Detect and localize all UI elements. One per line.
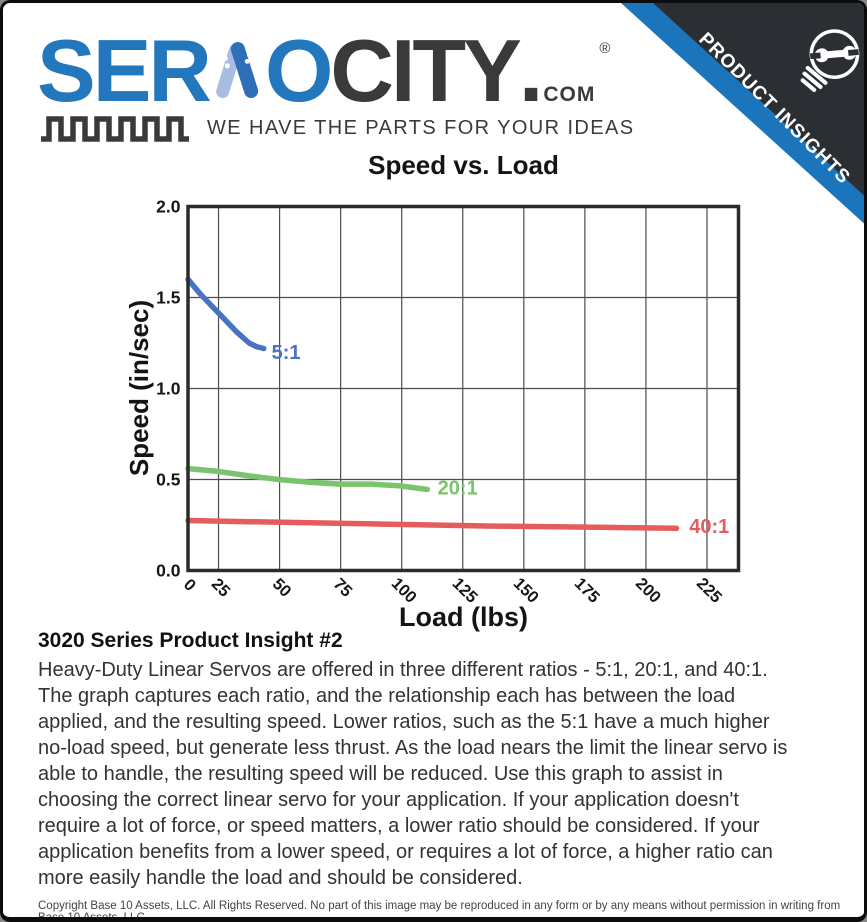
x-axis-title: Load (lbs) (399, 602, 528, 632)
paragraph-line: more easily handle the load and should b… (38, 867, 523, 889)
servo-linkage-v-icon (216, 42, 259, 99)
y-axis-title: Speed (in/sec) (124, 299, 154, 477)
paragraph-line: choosing the correct linear servo for yo… (38, 789, 739, 811)
tagline-row: WE HAVE THE PARTS FOR YOUR IDEAS (39, 113, 634, 145)
y-tick-label: 2.0 (156, 197, 181, 217)
series-line-5:1 (185, 276, 267, 352)
lightbulb-wrench-icon (800, 29, 860, 92)
y-tick-label: 1.5 (156, 288, 181, 308)
paragraph-line: application benefits from a lower speed,… (38, 841, 773, 863)
registered-trademark-icon: ® (599, 40, 611, 57)
logo-dot: . (518, 21, 544, 120)
servocity-logo: SER OCITY.COM® (37, 27, 610, 115)
paragraph-line: The graph captures each ratio, and the r… (38, 685, 736, 707)
paragraph-line: applied, and the resulting speed. Lower … (38, 711, 770, 733)
x-tick-label: 75 (330, 575, 356, 601)
series-label-40:1: 40:1 (689, 516, 729, 538)
y-tick-label: 0.0 (156, 561, 181, 581)
insight-heading: 3020 Series Product Insight #2 (38, 629, 343, 652)
series-label-20:1: 20:1 (438, 478, 478, 500)
y-tick-label: 0.5 (156, 470, 181, 490)
x-tick-label: 25 (208, 575, 234, 601)
x-tick-label: 50 (269, 575, 295, 601)
paragraph-line: require a lot of force, or speed matters… (38, 815, 760, 837)
series-line-20:1 (185, 465, 431, 493)
paragraph-line: able to handle, the resulting speed will… (38, 763, 723, 785)
chart-title: Speed vs. Load (368, 150, 559, 180)
logo-o-text: O (264, 21, 333, 120)
copyright-footer: Copyright Base 10 Assets, LLC. All Right… (38, 900, 841, 922)
paragraph-line: Heavy-Duty Linear Servos are offered in … (38, 659, 768, 681)
logo-city-text: CITY (330, 21, 521, 120)
logo-ser-text: SER (37, 21, 212, 120)
gridlines (188, 206, 739, 571)
insight-paragraph: Heavy-Duty Linear Servos are offered in … (38, 657, 862, 891)
paragraph-line: no-load speed, but generate less thrust.… (38, 737, 788, 759)
series-label-5:1: 5:1 (272, 342, 301, 364)
square-wave-icon (41, 116, 189, 142)
plot-frame (186, 204, 741, 573)
y-tick-label: 1.0 (156, 379, 181, 399)
series-line-40:1 (185, 517, 680, 532)
x-tick-label: 0 (180, 576, 199, 595)
tagline: WE HAVE THE PARTS FOR YOUR IDEAS (207, 116, 635, 139)
logo-com-text: COM (543, 83, 596, 106)
